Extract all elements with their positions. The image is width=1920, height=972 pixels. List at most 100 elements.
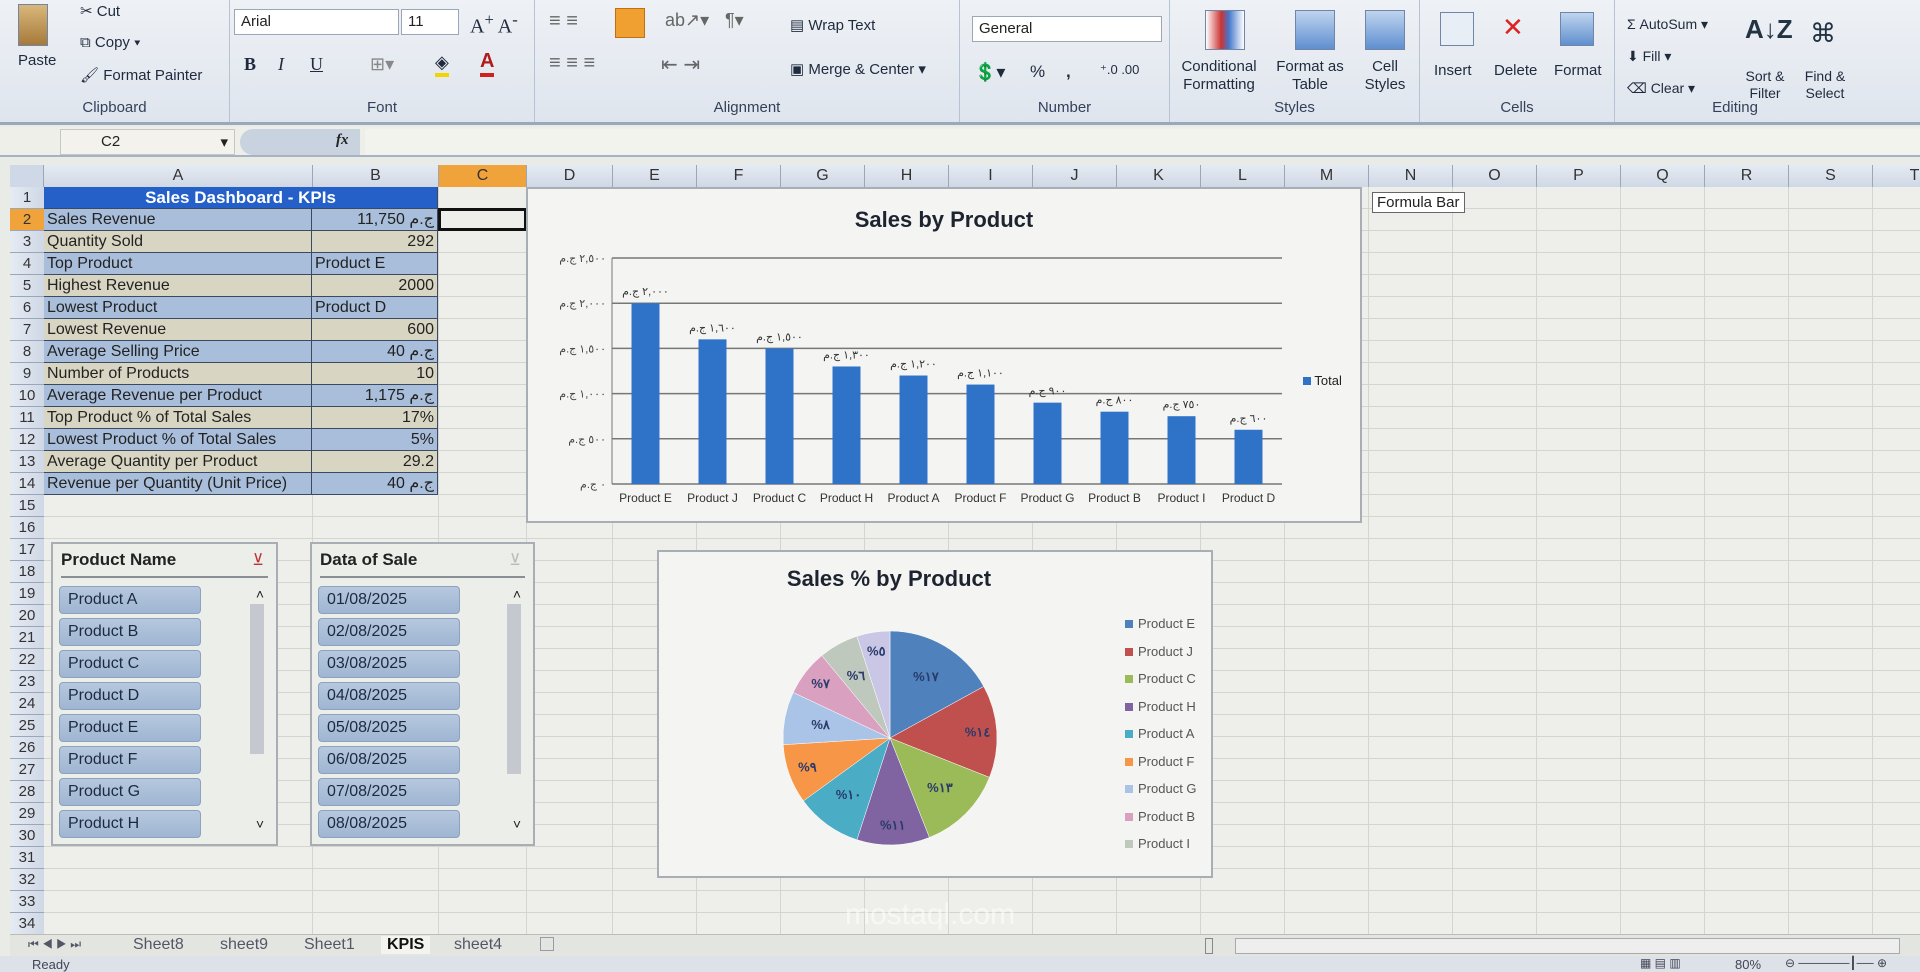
slicer-item[interactable]: 06/08/2025 <box>318 746 460 774</box>
tab-split-handle[interactable] <box>1205 938 1213 954</box>
column-header-o[interactable]: O <box>1453 165 1537 187</box>
row-header-25[interactable]: 25 <box>10 715 44 737</box>
row-header-4[interactable]: 4 <box>10 253 44 275</box>
kpi-label[interactable]: Quantity Sold <box>44 231 312 253</box>
wrap-text-button[interactable]: ▤ Wrap Text <box>790 16 875 34</box>
row-header-3[interactable]: 3 <box>10 231 44 253</box>
merge-center-button[interactable]: ▣ Merge & Center ▾ <box>790 61 926 78</box>
kpi-value[interactable]: 29.2 <box>312 451 438 473</box>
indent-icon[interactable]: ⇤ ⇥ <box>661 54 701 76</box>
product-name-slicer[interactable]: Product Name ⊻ ˄ ˅ Product A Product B Pro… <box>51 542 278 846</box>
slice-product-e[interactable] <box>889 630 985 739</box>
slice-product-h[interactable] <box>856 737 930 846</box>
scroll-up-icon[interactable]: ˄ <box>255 586 264 602</box>
bar-product-f[interactable] <box>966 384 995 484</box>
row-header-1[interactable]: 1 <box>10 187 44 209</box>
clear-filter-icon[interactable]: ⊻ <box>509 552 521 569</box>
paste-button[interactable]: Paste <box>18 52 57 69</box>
row-header-14[interactable]: 14 <box>10 473 44 495</box>
delete-button[interactable]: Delete <box>1494 62 1538 79</box>
kpi-label[interactable]: Lowest Revenue <box>44 319 312 341</box>
row-header-22[interactable]: 22 <box>10 649 44 671</box>
slicer-item[interactable]: 08/08/2025 <box>318 810 460 838</box>
slicer-item[interactable]: Product G <box>59 778 201 806</box>
column-header-b[interactable]: B <box>313 165 439 187</box>
slicer-item[interactable]: 03/08/2025 <box>318 650 460 678</box>
kpi-label[interactable]: Sales Revenue <box>44 209 312 231</box>
bar-product-b[interactable] <box>1100 411 1129 484</box>
borders-icon[interactable]: ⊞▾ <box>370 54 395 74</box>
column-header-l[interactable]: L <box>1201 165 1285 187</box>
bar-product-i[interactable] <box>1167 416 1196 484</box>
row-header-26[interactable]: 26 <box>10 737 44 759</box>
slicer-item[interactable]: Product C <box>59 650 201 678</box>
kpi-value[interactable]: 1,175 ج.م <box>312 385 438 407</box>
autosum-button[interactable]: Σ AutoSum ▾ <box>1627 16 1709 32</box>
column-header-a[interactable]: A <box>44 165 313 187</box>
align-top-icon[interactable]: ≡ ≡ <box>549 10 578 32</box>
kpi-label[interactable]: Top Product % of Total Sales <box>44 407 312 429</box>
kpi-label[interactable]: Average Revenue per Product <box>44 385 312 407</box>
row-header-17[interactable]: 17 <box>10 539 44 561</box>
kpi-label[interactable]: Highest Revenue <box>44 275 312 297</box>
row-header-31[interactable]: 31 <box>10 847 44 869</box>
row-header-34[interactable]: 34 <box>10 913 44 935</box>
column-header-k[interactable]: K <box>1117 165 1201 187</box>
tab-sheet1[interactable]: Sheet1 <box>304 936 355 953</box>
row-header-12[interactable]: 12 <box>10 429 44 451</box>
row-header-9[interactable]: 9 <box>10 363 44 385</box>
format-as-table-button[interactable]: Format as Table <box>1276 58 1344 93</box>
horizontal-scrollbar[interactable] <box>1235 938 1900 954</box>
select-all-button[interactable] <box>10 165 44 187</box>
format-button[interactable]: Format <box>1554 62 1602 79</box>
kpi-label[interactable]: Top Product <box>44 253 312 275</box>
slicer-item[interactable]: Product H <box>59 810 201 838</box>
kpi-label[interactable]: Revenue per Quantity (Unit Price) <box>44 473 312 495</box>
conditional-formatting-button[interactable]: Conditional Formatting <box>1181 58 1257 93</box>
insert-sheet-icon[interactable] <box>540 937 554 951</box>
bar-product-g[interactable] <box>1033 402 1062 484</box>
zoom-level[interactable]: 80% <box>1735 957 1762 972</box>
row-header-10[interactable]: 10 <box>10 385 44 407</box>
row-header-32[interactable]: 32 <box>10 869 44 891</box>
rtl-icon[interactable]: ¶▾ <box>725 10 744 30</box>
tab-sheet4[interactable]: sheet4 <box>454 936 503 953</box>
insert-button[interactable]: Insert <box>1434 62 1472 79</box>
fx-icon[interactable]: fx <box>336 132 349 148</box>
orientation-icon[interactable]: ab↗▾ <box>665 10 710 30</box>
align-bottom-icon[interactable] <box>615 8 645 38</box>
slicer-item[interactable]: 01/08/2025 <box>318 586 460 614</box>
format-painter-button[interactable]: 🖌 Format Painter <box>80 66 202 84</box>
column-header-r[interactable]: R <box>1705 165 1789 187</box>
slice-product-j[interactable] <box>889 686 998 778</box>
kpi-label[interactable]: Lowest Product % of Total Sales <box>44 429 312 451</box>
row-header-16[interactable]: 16 <box>10 517 44 539</box>
copy-button[interactable]: ⧉ Copy ▾ <box>80 34 141 51</box>
row-header-8[interactable]: 8 <box>10 341 44 363</box>
bar-product-j[interactable] <box>698 339 727 484</box>
column-header-c[interactable]: C <box>439 165 527 187</box>
tab-kpis[interactable]: KPIS <box>381 936 431 954</box>
sort-filter-button[interactable]: Sort & Filter <box>1745 68 1785 101</box>
kpi-value[interactable]: 17% <box>312 407 438 429</box>
row-header-5[interactable]: 5 <box>10 275 44 297</box>
kpi-value[interactable]: 40 ج.م <box>312 473 438 495</box>
bar-product-c[interactable] <box>765 348 794 484</box>
tab-sheet8[interactable]: Sheet8 <box>133 936 184 953</box>
tab-scroll-icon[interactable]: ⏮ ◀ ▶ ⏭ <box>28 937 82 951</box>
slicer-item[interactable]: 04/08/2025 <box>318 682 460 710</box>
grow-font-icon[interactable]: A+ A- <box>470 10 518 38</box>
slicer-item[interactable]: Product E <box>59 714 201 742</box>
slicer-item[interactable]: Product B <box>59 618 201 646</box>
slicer-item[interactable]: Product F <box>59 746 201 774</box>
slicer-item[interactable]: 02/08/2025 <box>318 618 460 646</box>
column-header-s[interactable]: S <box>1789 165 1873 187</box>
row-header-33[interactable]: 33 <box>10 891 44 913</box>
kpi-value[interactable]: Product E <box>312 253 438 275</box>
row-header-2[interactable]: 2 <box>10 209 44 231</box>
zoom-slider[interactable]: ⊖ ──────┃── ⊕ <box>1785 956 1888 970</box>
kpi-label[interactable]: Average Selling Price <box>44 341 312 363</box>
row-header-21[interactable]: 21 <box>10 627 44 649</box>
kpi-value[interactable]: 292 <box>312 231 438 253</box>
paste-icon[interactable] <box>18 4 48 46</box>
